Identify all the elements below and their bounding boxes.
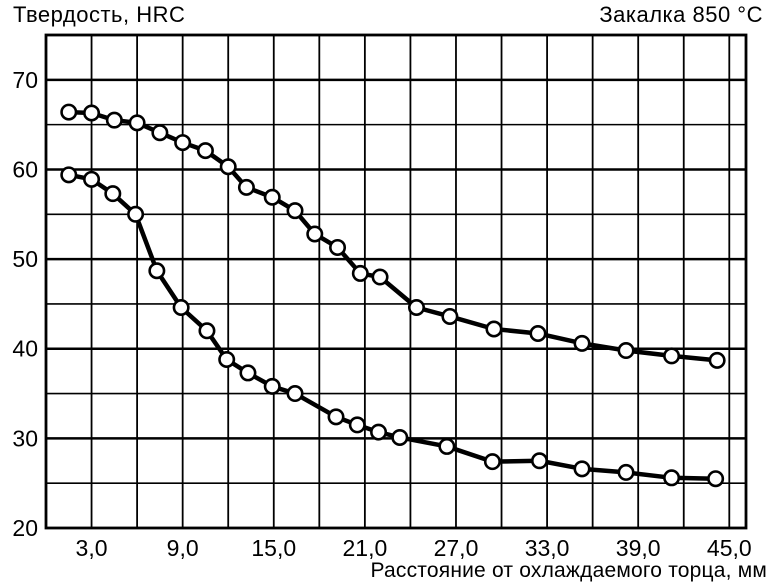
upper-curve-marker — [174, 134, 192, 152]
lower-curve-marker — [60, 166, 78, 184]
y-tick-label: 30 — [12, 425, 38, 451]
upper-curve-marker — [286, 202, 304, 220]
lower-curve-marker — [127, 205, 145, 223]
upper-curve-marker — [441, 307, 459, 325]
y-tick-label: 40 — [12, 336, 38, 362]
upper-curve-marker — [351, 264, 369, 282]
y-axis-title: Твердость, HRC — [13, 2, 186, 27]
lower-curve-marker — [104, 185, 122, 203]
lower-curve-marker — [348, 416, 366, 434]
y-tick-label: 50 — [12, 246, 38, 272]
lower-curve-marker — [148, 262, 166, 280]
chart-title: Закалка 850 °C — [599, 2, 763, 27]
upper-curve-marker — [485, 320, 503, 338]
plot-frame — [44, 33, 748, 530]
lower-curve-marker — [83, 170, 101, 188]
upper-curve-marker — [219, 158, 237, 176]
upper-curve-marker — [329, 238, 347, 256]
upper-curve-line — [66, 109, 720, 363]
upper-curve-marker — [617, 342, 635, 360]
lower-curve-marker — [239, 364, 257, 382]
x-tick-label: 9,0 — [167, 535, 199, 561]
lower-curve-marker — [263, 377, 281, 395]
lower-curve-marker — [483, 453, 501, 471]
lower-curve-marker — [218, 350, 236, 368]
upper-curve-marker — [573, 334, 591, 352]
y-tick-label: 70 — [12, 67, 38, 93]
lower-curve-marker — [391, 428, 409, 446]
lower-curve-marker — [438, 437, 456, 455]
lower-curve-marker — [370, 423, 388, 441]
upper-curve-marker — [708, 351, 726, 369]
lower-curve-marker — [172, 298, 190, 316]
x-tick-label: 39,0 — [616, 535, 661, 561]
y-tick-label: 20 — [12, 515, 38, 541]
lower-curve-marker — [663, 469, 681, 487]
x-tick-label: 27,0 — [434, 535, 479, 561]
upper-curve-marker — [196, 142, 214, 160]
x-tick-label: 3,0 — [76, 535, 108, 561]
upper-curve-marker — [306, 225, 324, 243]
lower-curve-line — [66, 172, 718, 481]
lower-curve-marker — [707, 470, 725, 488]
lower-curve-marker — [530, 452, 548, 470]
lower-curve-marker — [286, 385, 304, 403]
x-tick-label: 15,0 — [251, 535, 296, 561]
upper-curve-marker — [105, 111, 123, 129]
y-tick-label: 60 — [12, 156, 38, 182]
upper-curve-marker — [60, 103, 78, 121]
x-tick-label: 21,0 — [342, 535, 387, 561]
upper-curve-marker — [263, 188, 281, 206]
upper-curve-marker — [407, 298, 425, 316]
lower-curve-marker — [573, 460, 591, 478]
x-axis-title: Расстояние от охлаждаемого торца, мм — [370, 559, 767, 582]
x-tick-label: 45,0 — [707, 535, 752, 561]
upper-curve-marker — [371, 268, 389, 286]
upper-curve-marker — [237, 178, 255, 196]
x-tick-label: 33,0 — [525, 535, 570, 561]
upper-curve-marker — [529, 324, 547, 342]
upper-curve-marker — [151, 124, 169, 142]
upper-curve-marker — [128, 114, 146, 132]
lower-curve-marker — [198, 322, 216, 340]
upper-curve-marker — [83, 104, 101, 122]
upper-curve-marker — [663, 347, 681, 365]
lower-curve-marker — [617, 463, 635, 481]
lower-curve-marker — [327, 408, 345, 426]
